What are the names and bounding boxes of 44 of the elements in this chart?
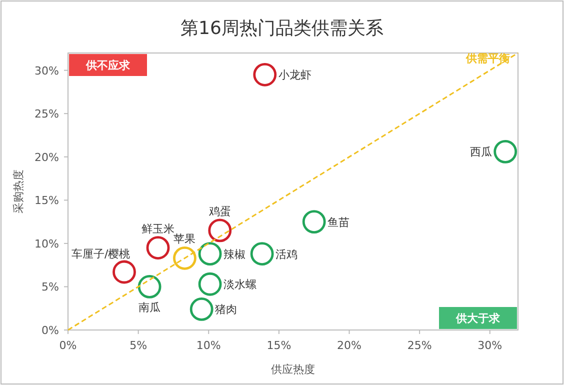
x-tick-label: 0% <box>59 339 77 352</box>
annotation: 西瓜 <box>470 146 492 159</box>
annotation: 鸡蛋 <box>208 204 231 218</box>
point <box>190 298 214 321</box>
y-axis-title: 采购热度 <box>12 170 25 214</box>
annotation: 供大于求 <box>455 312 501 325</box>
annotation: 车厘子/樱桃 <box>72 248 130 261</box>
x-tick-label: 20% <box>337 339 362 352</box>
y-tick-label: 25% <box>34 108 59 121</box>
annotation: 辣椒 <box>224 248 246 261</box>
x-tick-label: 10% <box>196 339 221 352</box>
point <box>494 140 518 164</box>
point <box>198 242 222 266</box>
x-tick-label: 5% <box>130 339 148 352</box>
x-tick-label: 15% <box>266 339 292 352</box>
point <box>208 218 232 242</box>
x-tick-label: 30% <box>478 339 502 352</box>
y-tick-label: 15% <box>34 194 59 208</box>
annotation: 苹果 <box>174 232 196 246</box>
point <box>112 260 136 284</box>
y-tick-label: 20% <box>34 150 59 164</box>
y-tick-label: 30% <box>34 64 59 78</box>
annotation: 鱼苗 <box>328 216 350 229</box>
annotation: 淡水螺 <box>224 278 257 292</box>
annotation: 猪肉 <box>215 303 238 316</box>
annotation: 活鸡 <box>276 248 298 261</box>
y-tick-label: 0% <box>42 324 59 337</box>
point <box>250 242 274 266</box>
point <box>198 272 222 296</box>
y-tick-label: 10% <box>34 237 59 250</box>
annotation: 南瓜 <box>138 301 161 314</box>
point <box>138 275 162 298</box>
series-label: 供需平衡 <box>465 52 510 65</box>
annotation: 鲜玉米 <box>142 222 174 236</box>
x-tick-label: 25% <box>407 339 432 352</box>
point <box>146 236 170 260</box>
annotation: 供不应求 <box>85 59 131 72</box>
y-tick-label: 5% <box>42 280 59 294</box>
x-axis-title: 供应热度 <box>271 363 315 376</box>
point <box>253 62 277 86</box>
point <box>173 246 196 270</box>
point <box>302 210 326 234</box>
chart-title: 第16周热门品类供需关系 <box>180 18 384 39</box>
annotation: 小龙虾 <box>278 68 312 82</box>
